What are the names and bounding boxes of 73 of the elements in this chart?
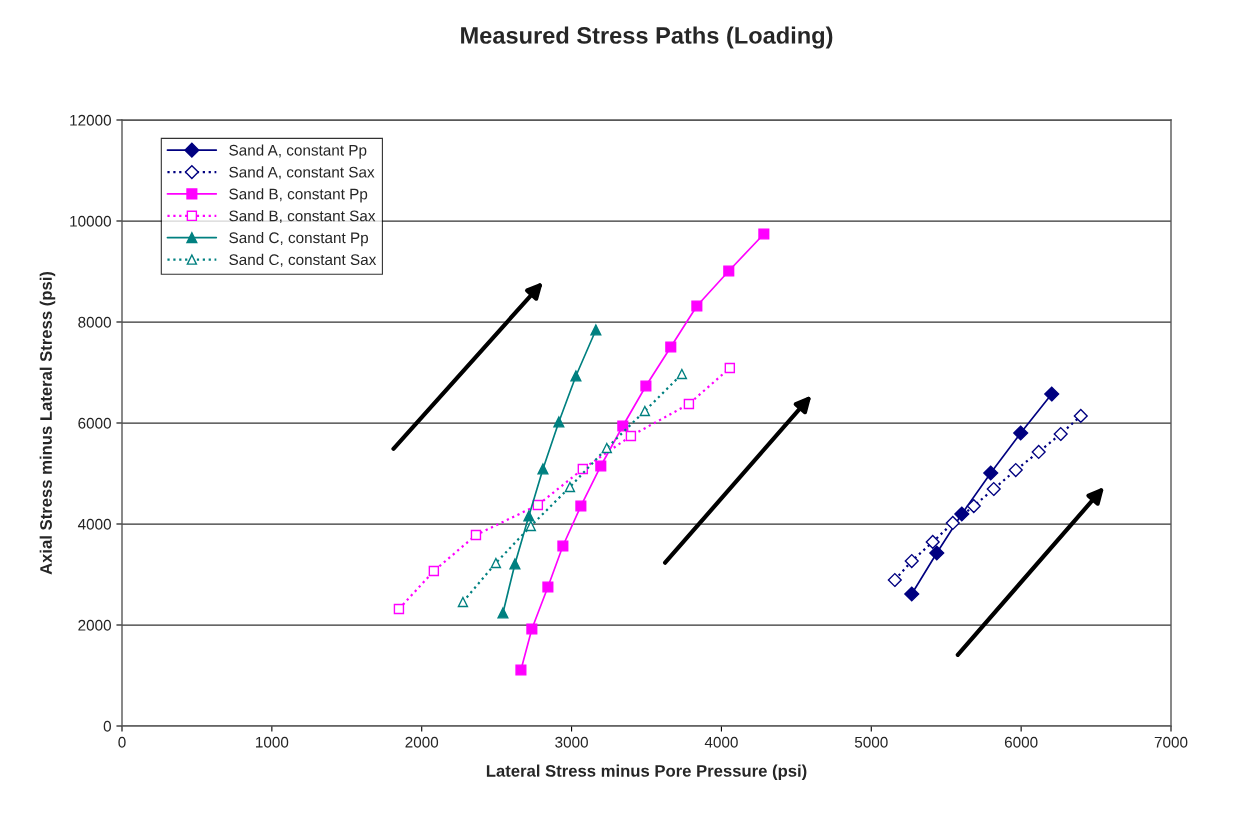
point [553,416,565,428]
point [966,498,981,514]
point [925,534,940,550]
legend-label: Sand C, constant Pp [229,231,369,247]
point [983,465,999,481]
point [523,510,535,522]
point [428,565,440,577]
x-tick-label: 6000 [1004,736,1038,748]
point [542,581,554,593]
point [457,596,469,608]
point [590,324,602,336]
point [945,515,960,531]
point [617,420,629,432]
x-axis-title: Lateral Stress minus Pore Pressure (psi) [486,764,807,781]
y-tick-label: 10000 [70,215,111,227]
point [758,228,770,240]
y-tick-label: 4000 [77,518,111,530]
point [532,499,544,511]
point [1073,408,1088,424]
point [509,558,521,570]
point [625,430,637,442]
point [470,529,482,541]
point [393,603,405,615]
point [929,545,945,561]
y-tick-label: 12000 [70,114,111,126]
point [570,370,582,382]
legend-label: Sand C, constant Sax [229,253,377,267]
point [575,500,587,512]
x-tick-label: 7000 [1154,736,1188,748]
point [676,368,688,380]
y-axis-title: Axial Stress minus Lateral Stress (psi) [39,271,56,575]
y-tick-label: 6000 [78,417,111,429]
y-tick-label: 8000 [78,316,111,328]
point [1013,425,1029,441]
point [601,442,612,454]
point [525,520,537,532]
point [490,557,502,569]
point [1031,444,1046,460]
x-tick-label: 3000 [555,736,588,748]
legend-label: Sand A, constant Pp [229,144,367,159]
point [537,463,549,475]
point [557,540,569,552]
legend-label: Sand B, constant Sax [229,210,376,224]
point [564,481,576,493]
legend-label: Sand A, constant Sax [229,166,375,180]
point [639,405,651,417]
point [526,623,538,635]
x-tick-label: 5000 [854,736,888,748]
x-tick-label: 1000 [256,736,289,748]
x-tick-label: 2000 [405,736,439,748]
y-tick-label: 2000 [78,619,111,631]
point [1044,386,1060,402]
x-tick-label: 0 [118,736,126,748]
point [640,380,652,392]
y-tick-label: 0 [103,720,111,732]
point [515,664,527,676]
point [723,265,735,277]
point [1053,426,1068,442]
point [954,506,970,522]
point [497,607,509,619]
chart-title: Measured Stress Paths (Loading) [461,26,833,49]
point [683,398,695,410]
point [1008,462,1023,478]
point [691,300,703,312]
point [904,586,920,602]
legend-label: Sand B, constant Pp [229,188,368,203]
point [724,362,736,374]
point [904,553,919,569]
x-tick-label: 4000 [704,736,738,748]
point [887,572,902,588]
point [665,341,677,353]
point [595,460,607,472]
point [986,481,1001,497]
